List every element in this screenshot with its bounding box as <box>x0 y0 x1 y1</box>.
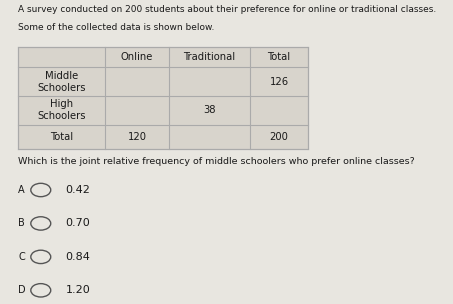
Text: D: D <box>18 285 26 295</box>
Text: 126: 126 <box>270 77 289 87</box>
Text: 38: 38 <box>203 105 216 115</box>
Text: A: A <box>18 185 25 195</box>
FancyBboxPatch shape <box>18 47 308 149</box>
Text: High
Schoolers: High Schoolers <box>37 99 86 121</box>
Text: Online: Online <box>121 52 153 62</box>
Text: 0.42: 0.42 <box>66 185 91 195</box>
Text: 1.20: 1.20 <box>66 285 91 295</box>
Text: 120: 120 <box>127 132 146 142</box>
Text: Which is the joint relative frequency of middle schoolers who prefer online clas: Which is the joint relative frequency of… <box>18 157 415 166</box>
Text: C: C <box>18 252 25 262</box>
Text: B: B <box>18 219 25 228</box>
Text: 200: 200 <box>270 132 289 142</box>
Text: 0.84: 0.84 <box>66 252 91 262</box>
Text: Middle
Schoolers: Middle Schoolers <box>37 71 86 92</box>
Text: Total: Total <box>267 52 291 62</box>
Text: 0.70: 0.70 <box>66 219 91 228</box>
Text: Total: Total <box>50 132 73 142</box>
Text: Some of the collected data is shown below.: Some of the collected data is shown belo… <box>18 23 214 32</box>
Text: Traditional: Traditional <box>183 52 236 62</box>
Text: A survey conducted on 200 students about their preference for online or traditio: A survey conducted on 200 students about… <box>18 5 436 14</box>
